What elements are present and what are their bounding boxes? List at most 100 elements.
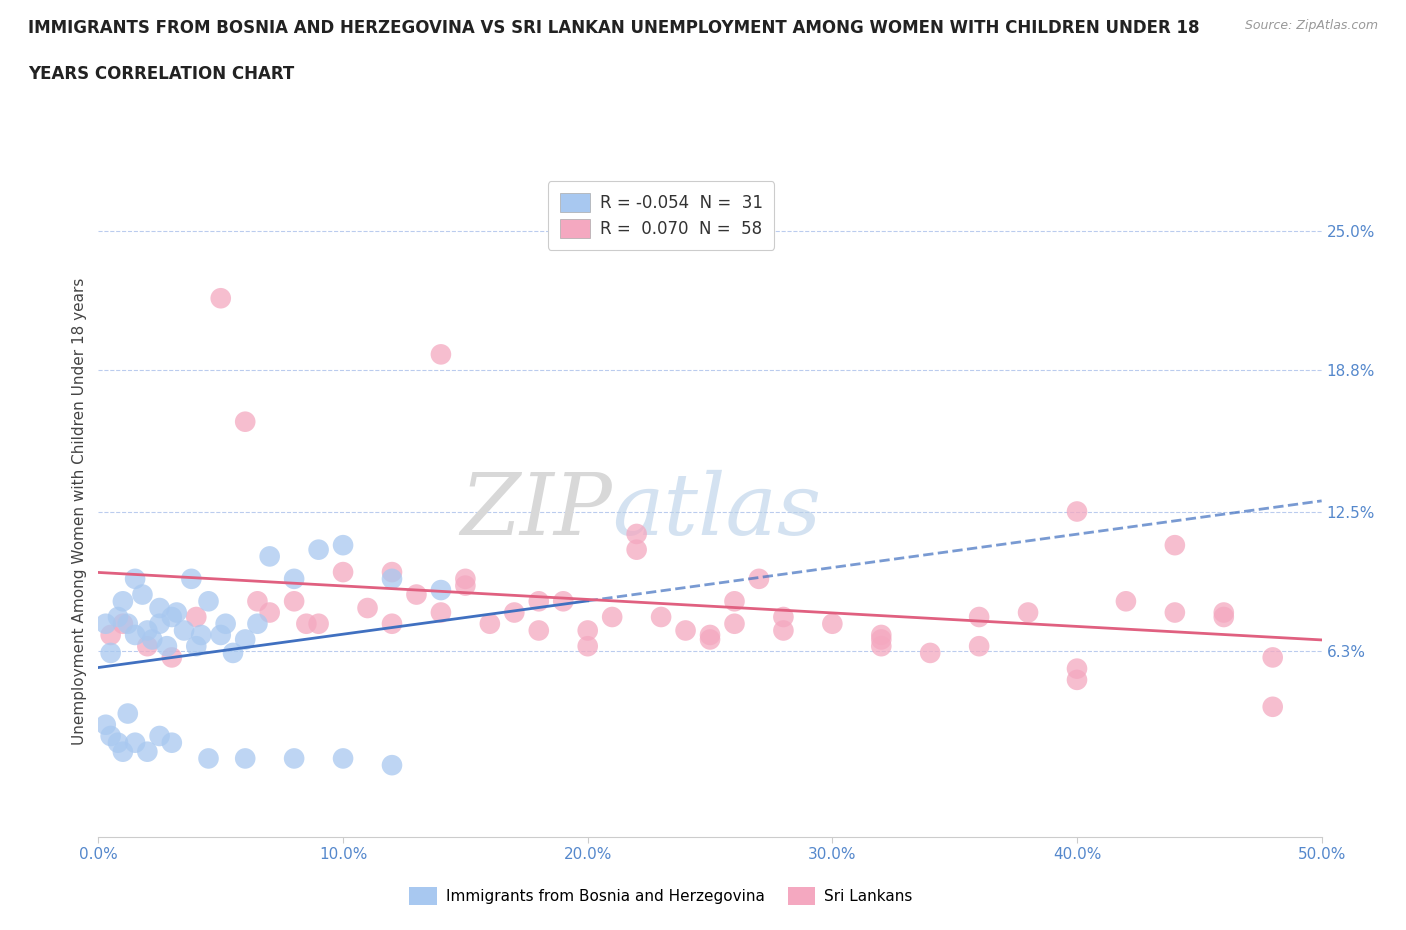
Point [1261,650,1284,665]
Point [626,542,648,557]
Point [136,744,159,759]
Point [111,617,134,631]
Point [149,728,172,743]
Point [772,623,794,638]
Point [136,623,159,638]
Point [699,628,721,643]
Point [748,571,770,586]
Point [180,571,202,586]
Point [527,594,550,609]
Point [166,605,188,620]
Text: YEARS CORRELATION CHART: YEARS CORRELATION CHART [28,65,294,83]
Point [107,736,129,751]
Point [124,571,146,586]
Point [233,414,256,429]
Point [295,617,318,631]
Point [675,623,697,638]
Point [381,617,404,631]
Point [430,582,453,597]
Point [141,632,163,647]
Point [527,623,550,638]
Point [222,645,245,660]
Point [283,751,305,766]
Point [405,587,427,602]
Point [197,751,219,766]
Point [430,605,453,620]
Point [124,628,146,643]
Point [381,571,404,586]
Point [100,728,122,743]
Point [160,736,183,751]
Point [111,594,134,609]
Point [1066,504,1088,519]
Point [111,744,134,759]
Point [117,617,139,631]
Point [1212,605,1234,620]
Point [149,601,172,616]
Point [283,594,305,609]
Point [1164,538,1187,552]
Legend: Immigrants from Bosnia and Herzegovina, Sri Lankans: Immigrants from Bosnia and Herzegovina, … [401,878,922,914]
Point [1212,609,1234,624]
Point [870,632,893,647]
Point [259,605,281,620]
Point [1066,672,1088,687]
Point [650,609,672,624]
Point [283,571,305,586]
Point [233,632,256,647]
Point [100,645,122,660]
Text: atlas: atlas [612,471,821,552]
Point [1017,605,1039,620]
Point [160,609,183,624]
Point [197,594,219,609]
Point [190,628,212,643]
Point [186,609,208,624]
Point [870,639,893,654]
Point [356,601,378,616]
Point [156,639,179,654]
Point [1115,594,1137,609]
Point [576,623,599,638]
Point [136,639,159,654]
Point [124,736,146,751]
Point [233,751,256,766]
Point [332,751,354,766]
Point [478,617,501,631]
Point [94,717,117,732]
Point [821,617,844,631]
Point [723,594,745,609]
Point [430,347,453,362]
Point [870,628,893,643]
Point [94,617,117,631]
Point [308,542,330,557]
Point [209,628,232,643]
Point [454,571,477,586]
Point [576,639,599,654]
Text: IMMIGRANTS FROM BOSNIA AND HERZEGOVINA VS SRI LANKAN UNEMPLOYMENT AMONG WOMEN WI: IMMIGRANTS FROM BOSNIA AND HERZEGOVINA V… [28,19,1199,36]
Point [553,594,575,609]
Point [332,538,354,552]
Point [246,594,269,609]
Point [107,609,129,624]
Point [381,565,404,579]
Point [117,706,139,721]
Text: Source: ZipAtlas.com: Source: ZipAtlas.com [1244,19,1378,32]
Point [173,623,195,638]
Point [967,609,990,624]
Point [1164,605,1187,620]
Y-axis label: Unemployment Among Women with Children Under 18 years: Unemployment Among Women with Children U… [72,278,87,745]
Point [772,609,794,624]
Point [214,617,236,631]
Point [1066,661,1088,676]
Point [600,609,623,624]
Point [332,565,354,579]
Point [626,526,648,541]
Point [920,645,942,660]
Point [149,617,172,631]
Point [209,291,232,306]
Point [381,758,404,773]
Point [186,639,208,654]
Text: ZIP: ZIP [460,471,612,552]
Point [100,628,122,643]
Point [723,617,745,631]
